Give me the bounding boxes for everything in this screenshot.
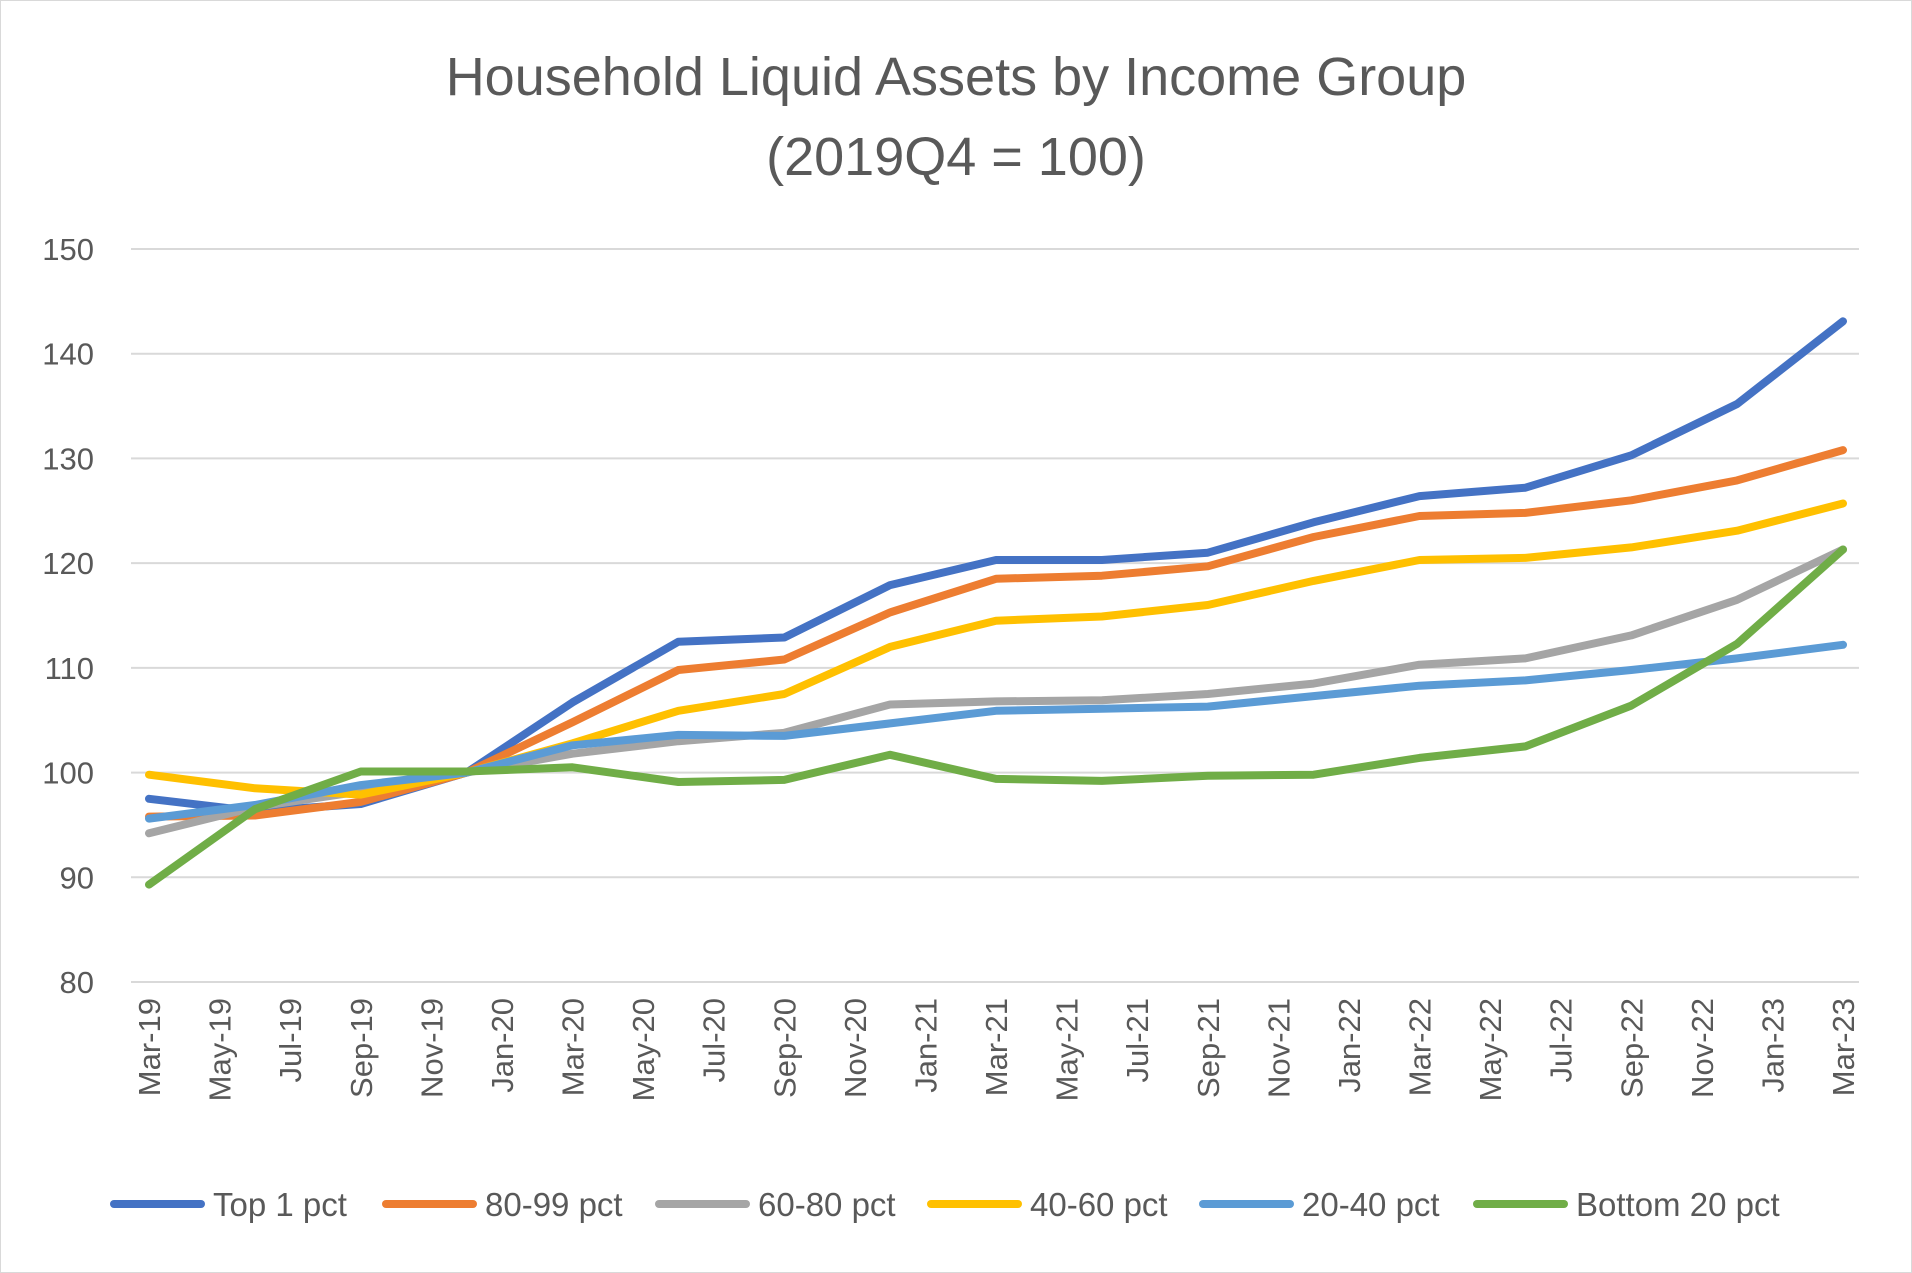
series-lines [145,317,1847,889]
chart-title: Household Liquid Assets by Income Group [446,47,1467,107]
legend-label: 40-60 pct [1030,1186,1168,1223]
legend-label: 20-40 pct [1302,1186,1440,1223]
x-tick-label: Jan-23 [1755,998,1790,1093]
x-tick-label: Jul-21 [1120,998,1155,1082]
x-tick-label: Sep-21 [1191,998,1226,1098]
x-tick-label: Mar-20 [556,998,591,1096]
series-line-40-60-pct [145,499,1847,799]
x-tick-label: Mar-21 [979,998,1014,1096]
y-axis-ticks: 80 90 100 110 120 130 140 150 [42,232,94,1000]
series-line-bottom-20-pct [145,545,1847,889]
x-tick-label: Nov-22 [1685,998,1720,1098]
series-line-20-40-pct [145,640,1847,823]
x-tick-label: Sep-19 [344,998,379,1098]
y-tick-label: 130 [42,441,94,476]
series-line-top-1-pct [145,317,1847,816]
legend: Top 1 pct 80-99 pct 60-80 pct 40-60 pct 20-4… [110,1186,1780,1223]
y-tick-label: 100 [42,756,94,791]
y-tick-label: 140 [42,337,94,372]
x-tick-label: Nov-19 [414,998,449,1098]
x-tick-label: Sep-22 [1614,998,1649,1098]
y-tick-label: 110 [45,651,94,686]
legend-label: Top 1 pct [213,1186,347,1223]
x-tick-label: Mar-23 [1826,998,1861,1096]
x-tick-label: May-20 [626,998,661,1101]
x-tick-label: Jul-20 [697,998,732,1082]
gridlines [131,248,1859,983]
legend-label: 80-99 pct [485,1186,623,1223]
x-tick-label: Jan-22 [1332,998,1367,1093]
x-tick-label: May-21 [1050,998,1085,1101]
legend-label: 60-80 pct [758,1186,896,1223]
y-tick-label: 150 [42,232,94,267]
x-tick-label: May-22 [1473,998,1508,1101]
y-tick-label: 120 [42,546,94,581]
x-tick-label: Mar-22 [1403,998,1438,1096]
chart-subtitle: (2019Q4 = 100) [766,127,1146,187]
y-tick-label: 90 [60,860,94,895]
x-tick-label: Sep-20 [767,998,802,1098]
x-tick-label: Jul-19 [273,998,308,1082]
x-tick-label: Jul-22 [1544,998,1579,1082]
x-axis-ticks: Mar-19 May-19 Jul-19 Sep-19 Nov-19 Jan-20 Mar-… [132,998,1861,1101]
x-tick-label: Jan-20 [485,998,520,1093]
x-tick-label: May-19 [203,998,238,1101]
y-tick-label: 80 [60,965,94,1000]
x-tick-label: Nov-20 [838,998,873,1098]
legend-label: Bottom 20 pct [1576,1186,1780,1223]
x-tick-label: Mar-19 [132,998,167,1096]
x-tick-label: Jan-21 [908,998,943,1093]
series-line-80-99-pct [145,446,1847,821]
x-tick-label: Nov-21 [1261,998,1296,1098]
